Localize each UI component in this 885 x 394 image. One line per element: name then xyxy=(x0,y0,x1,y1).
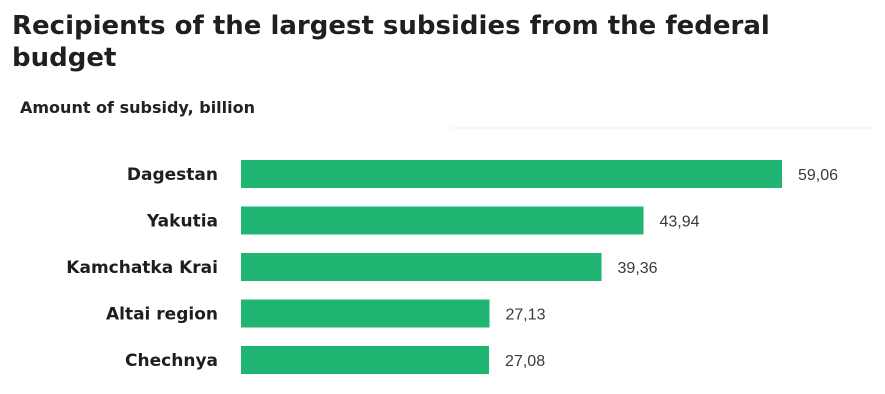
bars-layer: Dagestan 59,06 Yakutia 43,94 Kamchatka Krai 3… xyxy=(66,160,838,374)
value-label: 43,94 xyxy=(659,214,699,231)
value-label: 27,08 xyxy=(505,353,545,370)
chart-title: Recipients of the largest subsidies from… xyxy=(12,11,770,73)
bar-yakutia xyxy=(241,206,644,235)
category-label: Kamchatka Krai xyxy=(66,258,218,278)
chart-subtitle: Amount of subsidy, billion xyxy=(20,98,256,117)
category-label: Dagestan xyxy=(127,165,218,185)
bar-chechnya xyxy=(241,346,490,374)
category-label: Yakutia xyxy=(146,212,218,232)
category-label: Altai region xyxy=(106,305,218,325)
value-label: 39,36 xyxy=(618,260,658,277)
bar-altai-region xyxy=(241,299,490,328)
value-label: 59,06 xyxy=(798,167,838,184)
value-label: 27,13 xyxy=(506,307,546,324)
category-label: Chechnya xyxy=(125,351,218,371)
bar-kamchatka-krai xyxy=(241,253,602,281)
bar-dagestan xyxy=(241,160,782,188)
